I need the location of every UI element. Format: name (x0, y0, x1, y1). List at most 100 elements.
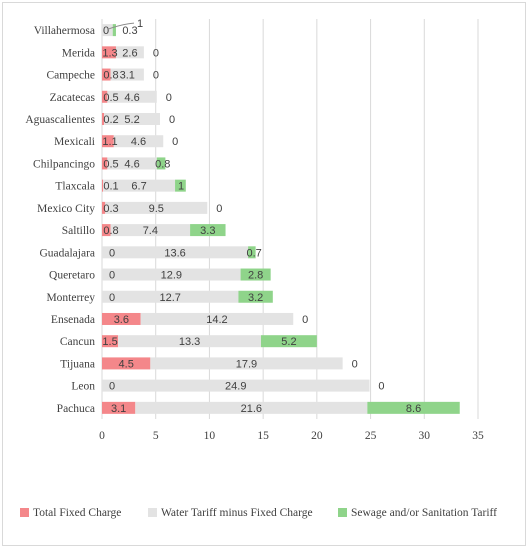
category-label: Tlaxcala (55, 181, 95, 193)
data-label: 0 (216, 203, 222, 215)
data-label: 0 (109, 247, 115, 259)
data-label: 0 (109, 292, 115, 304)
data-label: 0 (109, 381, 115, 393)
bar-segment (107, 90, 157, 103)
data-label: 0.2 (103, 114, 118, 126)
data-label: 0 (103, 25, 109, 37)
data-label: 4.6 (124, 92, 139, 104)
category-labels: Villahermosa Merida Campeche Zacatecas Aguas… (25, 25, 95, 415)
data-label: 3.3 (200, 225, 215, 237)
legend-label: Sewage and/or Sanitation Tariff (351, 507, 497, 519)
legend-swatch (20, 508, 29, 517)
x-tick-label: 30 (419, 430, 431, 442)
data-label: 1 (178, 181, 184, 193)
data-label: 0.3 (122, 25, 137, 37)
legend-label: Water Tariff minus Fixed Charge (161, 507, 313, 519)
category-label: Tijuana (60, 358, 95, 370)
data-label: 2.6 (122, 47, 137, 59)
x-axis-ticks: 0 5 10 15 20 25 30 35 (99, 430, 484, 442)
bar-segment (118, 335, 261, 348)
bar-segment (115, 46, 144, 59)
data-label: 3.2 (248, 292, 263, 304)
category-label: Villahermosa (34, 25, 95, 37)
data-label: 6.7 (131, 181, 146, 193)
bar-segment (102, 68, 111, 81)
x-tick-label: 35 (472, 430, 484, 442)
bar-segment (113, 135, 164, 148)
bar-segment (112, 24, 116, 37)
data-label: 9.5 (149, 203, 164, 215)
category-label: Campeche (46, 70, 95, 82)
bar-segment (190, 224, 226, 237)
data-label: 21.6 (241, 403, 262, 415)
data-label: 0.7 (246, 247, 261, 259)
data-label: 0.8 (103, 70, 118, 82)
bar-segment (102, 401, 136, 414)
data-label: 5.2 (124, 114, 139, 126)
bar-segment (102, 224, 111, 237)
category-label: Leon (71, 381, 95, 393)
data-label: 1 (137, 18, 143, 30)
bar-segment (175, 179, 186, 192)
bar-segment (102, 201, 106, 214)
data-label: 4.6 (124, 158, 139, 170)
data-label: 24.9 (225, 381, 246, 393)
data-label: 3.1 (120, 70, 135, 82)
x-tick-label: 15 (257, 430, 269, 442)
data-label: 4.6 (131, 136, 146, 148)
x-tick-label: 10 (204, 430, 216, 442)
data-label: 0 (166, 92, 172, 104)
data-label: 0 (153, 70, 159, 82)
data-label: 0 (153, 47, 159, 59)
category-label: Aguascalientes (25, 114, 95, 126)
data-label: 0 (352, 358, 358, 370)
bar-segment (102, 90, 108, 103)
data-label: 13.3 (179, 336, 200, 348)
bar-segment (102, 379, 370, 392)
data-label: 4.5 (119, 358, 134, 370)
bar-segment (260, 335, 317, 348)
bar-segment (102, 112, 105, 125)
bar-segment (102, 357, 151, 370)
data-label: 0 (169, 114, 175, 126)
data-label: 0.1 (103, 181, 118, 193)
data-labels: 010.31.3 2.6 00.8 3.1 00.5 4.6 00.2 5.2 01.1 4.6 0… (102, 18, 421, 415)
category-label: Saltillo (62, 225, 95, 237)
bar-segment (104, 112, 161, 125)
legend-swatch (338, 508, 347, 517)
category-label: Mexicali (54, 136, 95, 148)
bar-segment (102, 46, 116, 59)
data-label: 7.4 (143, 225, 158, 237)
bar-segment (102, 135, 114, 148)
bar-segment (248, 246, 256, 259)
bar-segment (107, 157, 157, 170)
data-label: 0 (378, 381, 384, 393)
gridlines (101, 19, 479, 419)
category-label: Monterrey (46, 292, 95, 304)
data-label: 17.9 (236, 358, 257, 370)
x-tick-label: 0 (99, 430, 105, 442)
bar-segment (102, 24, 113, 37)
bar-segment (240, 268, 271, 281)
data-label: 2.8 (248, 270, 263, 282)
data-label: 1.3 (102, 47, 117, 59)
category-label: Guadalajara (39, 247, 95, 259)
x-tick-label: 25 (365, 430, 377, 442)
data-label: 3.1 (111, 403, 126, 415)
bar-segment (150, 357, 343, 370)
bar-segment (110, 68, 144, 81)
data-label: 14.2 (206, 314, 227, 326)
category-label: Pachuca (57, 403, 95, 415)
data-label: 8.6 (406, 403, 421, 415)
bar-segment (102, 179, 104, 192)
bar-segment (156, 157, 166, 170)
bar-segment (238, 290, 273, 303)
bar-segment (102, 268, 241, 281)
category-label: Queretaro (49, 270, 95, 282)
data-label: 0.8 (155, 158, 170, 170)
data-label: 12.9 (161, 270, 182, 282)
data-label: 0 (109, 270, 115, 282)
bar-segment (103, 179, 176, 192)
data-label: 0.8 (103, 225, 118, 237)
